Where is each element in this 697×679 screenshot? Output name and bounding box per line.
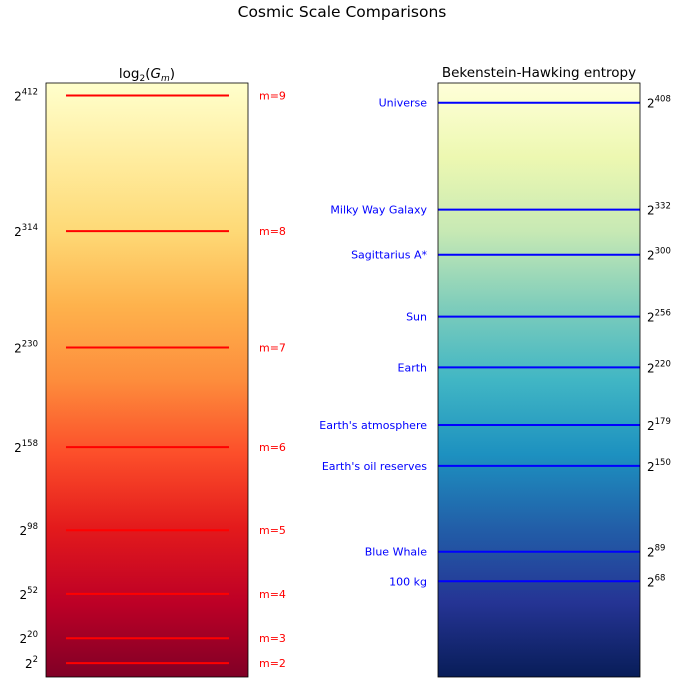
gm-level-label: m=9 (259, 89, 286, 102)
panel-entropy: Bekenstein-Hawking entropy Universe 2408 M… (319, 65, 671, 678)
panel-entropy-title: Bekenstein-Hawking entropy (442, 65, 636, 81)
gm-tick-label: 2158 (14, 439, 38, 455)
entropy-tick-label: 2408 (647, 95, 671, 111)
figure-title: Cosmic Scale Comparisons (238, 3, 447, 21)
entropy-level-label: Milky Way Galaxy (330, 204, 427, 217)
gm-level-label: m=3 (259, 632, 286, 645)
entropy-level-label: Earth's atmosphere (319, 419, 427, 432)
gm-level-label: m=4 (259, 588, 286, 601)
entropy-tick-label: 2220 (647, 359, 671, 375)
entropy-tick-label: 2179 (647, 417, 671, 433)
entropy-level-label: Earth's oil reserves (322, 460, 427, 473)
entropy-tick-label: 2332 (647, 202, 671, 218)
entropy-level-label: Universe (379, 97, 428, 110)
gm-level-label: m=8 (259, 225, 286, 238)
panel-entropy-marks: Universe 2408 Milky Way Galaxy 2332 Sagittar… (319, 95, 671, 590)
entropy-tick-label: 2300 (647, 247, 671, 263)
panel-gm-title: log2(Gm) (119, 66, 175, 84)
panel-gm-gradient (46, 83, 248, 677)
gm-tick-label: 22 (25, 655, 38, 671)
entropy-tick-label: 2256 (647, 309, 671, 325)
panel-entropy-gradient (438, 83, 640, 677)
gm-tick-label: 252 (20, 586, 38, 602)
entropy-tick-label: 268 (647, 573, 665, 589)
panel-gm-frame (45, 82, 249, 678)
panel-entropy-frame (437, 82, 641, 678)
entropy-level-label: Sagittarius A* (351, 249, 427, 262)
entropy-tick-label: 289 (647, 544, 665, 560)
entropy-level-label: Blue Whale (365, 546, 427, 559)
gm-level-label: m=5 (259, 524, 286, 537)
gm-tick-label: 298 (20, 522, 38, 538)
entropy-level-label: 100 kg (389, 575, 427, 588)
entropy-level-label: Sun (406, 311, 427, 324)
entropy-level-label: Earth (398, 361, 428, 374)
gm-level-label: m=7 (259, 341, 286, 354)
gm-level-label: m=2 (259, 657, 286, 670)
entropy-tick-label: 2150 (647, 458, 671, 474)
panel-gm-marks: m=9 2412 m=8 2314 m=7 2230 m=6 2158 m=5 298 m=4 252… (14, 87, 286, 671)
gm-tick-label: 2230 (14, 339, 38, 355)
gm-tick-label: 2412 (14, 87, 38, 103)
gm-tick-label: 220 (20, 630, 38, 646)
panel-gm: log2(Gm) m=9 2412 m=8 2314 m=7 2230 m=6 2158 m=5… (14, 66, 286, 678)
gm-level-label: m=6 (259, 441, 286, 454)
gm-tick-label: 2314 (14, 223, 38, 239)
